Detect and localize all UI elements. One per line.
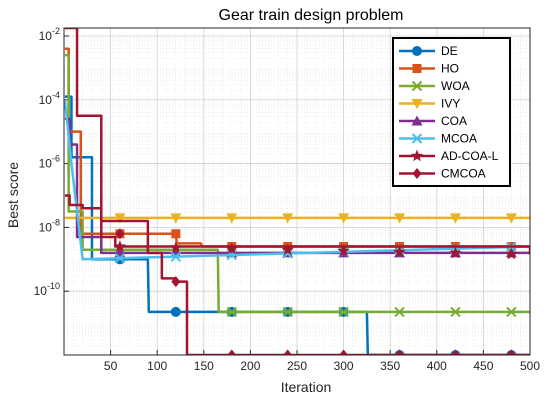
series-marker-ivy (505, 213, 517, 224)
series-group (64, 28, 530, 355)
series-marker-mcoa (114, 253, 126, 264)
chart-title: Gear train design problem (219, 7, 404, 24)
series-marker-cmcoa (115, 228, 125, 240)
series-marker-mcoa (170, 251, 182, 262)
series-marker-ad-coa-l (337, 244, 350, 257)
legend-label-woa: WOA (441, 79, 470, 93)
x-tick-label: 100 (147, 359, 167, 373)
x-tick-label: 450 (473, 359, 493, 373)
series-marker-ad-coa-l (281, 243, 294, 256)
series-marker-cmcoa (450, 349, 460, 355)
y-tick-label: 10-8 (39, 217, 60, 234)
legend-marker-cmcoa (412, 168, 422, 179)
series-line-ad-coa-l (64, 28, 530, 255)
x-tick-label: 500 (520, 359, 540, 373)
series-marker-ivy (226, 213, 238, 224)
series-marker-ivy (282, 213, 294, 224)
series-line-mcoa (64, 99, 530, 261)
legend: DE HO WOA IVY COA MCOA AD-COA-L CMCOA (392, 37, 511, 187)
series-marker-ivy (114, 213, 126, 224)
series-marker-ad-coa-l (169, 241, 183, 253)
series-marker-ivy (338, 213, 350, 224)
series-marker-woa (506, 306, 517, 318)
series-marker-mcoa (282, 248, 293, 259)
legend-marker-ad-coa-l (410, 149, 424, 162)
series-line-cmcoa (64, 194, 530, 355)
x-axis-label: Iteration (281, 379, 332, 395)
series-marker-cmcoa (283, 349, 293, 355)
series-marker-ad-coa-l (113, 240, 127, 252)
legend-label-ad-coa-l: AD-COA-L (441, 149, 499, 163)
series-marker-cmcoa (395, 349, 405, 355)
series-marker-woa (282, 306, 293, 318)
y-axis-label: Best score (5, 162, 21, 228)
series-marker-cmcoa (171, 276, 181, 288)
series-marker-cmcoa (227, 349, 237, 355)
series-marker-ivy (394, 213, 406, 224)
x-tick-label: 50 (104, 359, 118, 373)
series-marker-ho (171, 229, 181, 239)
y-tick-label: 10-6 (39, 154, 60, 171)
legend-marker-mcoa (411, 133, 423, 144)
legend-marker-ho (412, 64, 422, 73)
y-tick-label: 10-4 (39, 90, 60, 107)
legend-box (392, 37, 511, 187)
series-marker-ad-coa-l (505, 247, 518, 260)
legend-label-ho: HO (441, 62, 459, 76)
legend-label-cmcoa: CMCOA (441, 167, 486, 181)
x-tick-label: 400 (427, 359, 447, 373)
legend-marker-ivy (411, 99, 423, 109)
series-marker-ad-coa-l (225, 242, 238, 255)
series-marker-cmcoa (506, 349, 516, 355)
legend-label-ivy: IVY (441, 97, 460, 111)
series-marker-woa (338, 306, 349, 318)
series-marker-cmcoa (339, 349, 349, 355)
series-marker-ivy (170, 213, 182, 224)
series-marker-ad-coa-l (393, 245, 406, 258)
series-marker-woa (226, 306, 237, 318)
legend-label-de: DE (441, 44, 458, 58)
y-tick-label: 10-10 (34, 281, 60, 298)
legend-marker-woa (411, 80, 423, 92)
series-marker-ad-coa-l (449, 246, 462, 259)
series-marker-woa (394, 306, 405, 318)
series-marker-de (170, 306, 181, 317)
y-tick-label: 10-2 (39, 26, 60, 43)
x-tick-label: 250 (287, 359, 307, 373)
x-tick-label: 200 (240, 359, 260, 373)
legend-marker-coa (411, 115, 423, 126)
series-marker-ivy (449, 213, 461, 224)
legend-label-mcoa: MCOA (441, 132, 477, 146)
x-tick-label: 150 (194, 359, 214, 373)
x-tick-label: 300 (334, 359, 354, 373)
plot-frame (63, 27, 531, 356)
series-line-coa (64, 117, 530, 255)
legend-marker-de (412, 46, 422, 56)
series-marker-woa (450, 306, 461, 318)
x-tick-label: 350 (380, 359, 400, 373)
legend-label-coa: COA (441, 114, 467, 128)
